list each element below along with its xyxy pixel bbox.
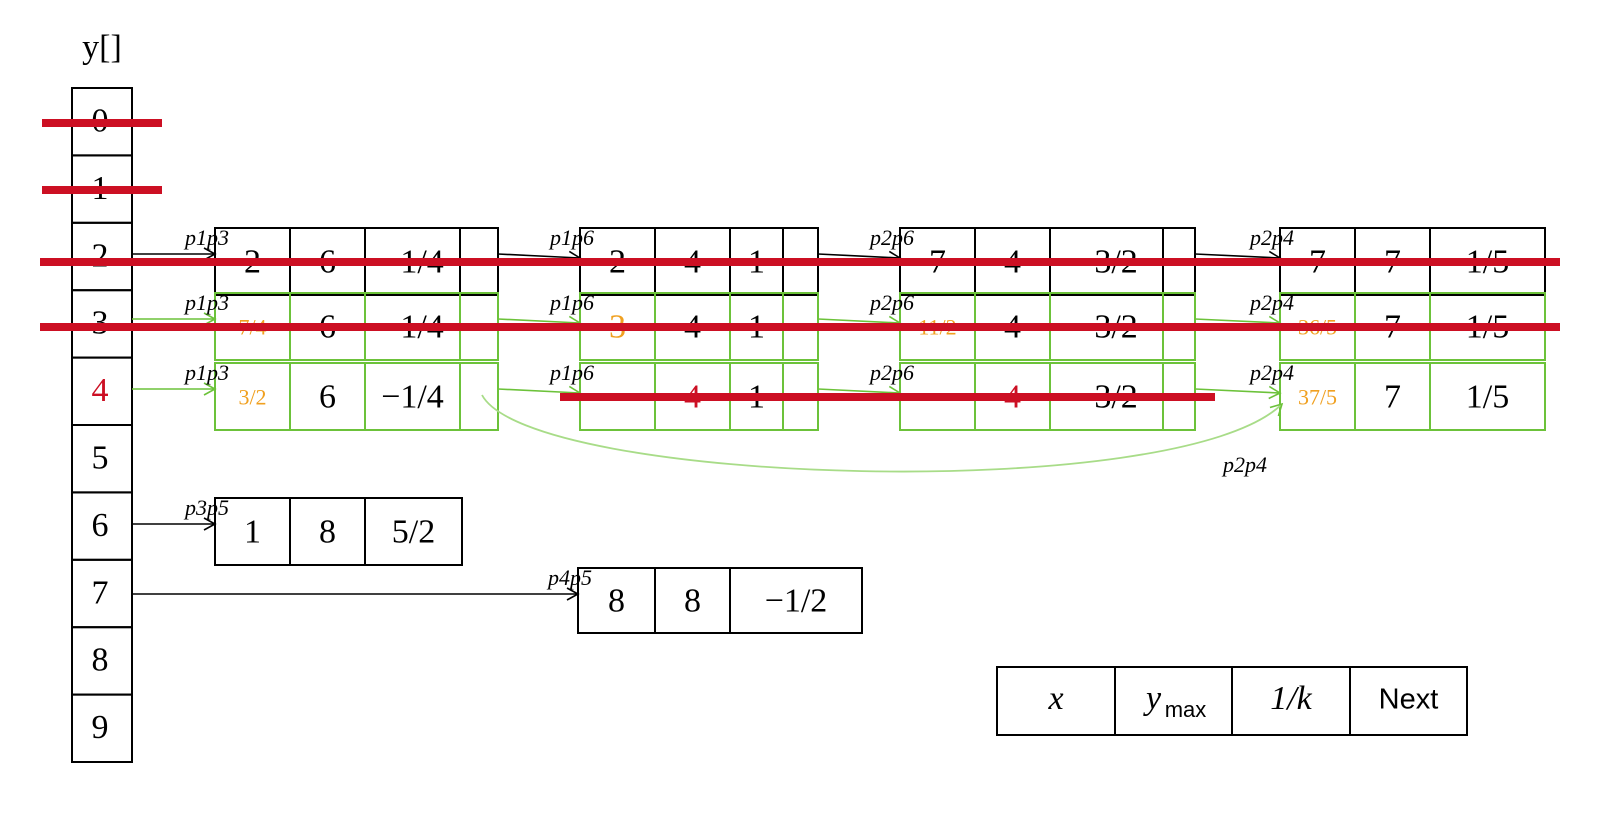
cell-value: 7 [1384, 378, 1401, 415]
edge-label: p2p6 [868, 360, 914, 385]
edge-label: p2p4 [1248, 360, 1294, 385]
pointer-arrow [817, 385, 902, 400]
pointer-arrow [817, 315, 902, 330]
cell-value: 8 [684, 582, 701, 619]
node-cell [1429, 362, 1546, 431]
edge-label: p2p4 [1248, 225, 1294, 250]
cell-value: 5/2 [392, 513, 435, 550]
edge-label: p1p3 [183, 360, 229, 385]
array-index: 5 [92, 439, 109, 476]
edge-label: p1p6 [548, 290, 594, 315]
edge-label: p3p5 [183, 495, 229, 520]
cell-value: 1 [244, 513, 261, 550]
array-cell [71, 693, 133, 763]
cell-value: 3/2 [238, 385, 266, 410]
edge-label: p1p6 [548, 225, 594, 250]
edge-label: p2p6 [868, 290, 914, 315]
pointer-arrow [1194, 315, 1282, 330]
pointer-arrow [497, 250, 582, 265]
legend-sub: max [1165, 697, 1207, 722]
array-index: 8 [92, 642, 109, 679]
edge-label: p4p5 [546, 565, 592, 590]
edge-label: p1p3 [183, 290, 229, 315]
legend-text: y [1143, 680, 1162, 717]
edge-label: p1p6 [548, 360, 594, 385]
edge-label: p2p4 [1248, 290, 1294, 315]
pointer-arrow [1194, 385, 1282, 400]
cell-value: −1/4 [381, 378, 444, 415]
cell-value: 1/5 [1466, 378, 1509, 415]
edge-label: p1p3 [183, 225, 229, 250]
node-cell [364, 497, 463, 566]
jump-arrow [481, 394, 1284, 473]
pointer-arrow [497, 385, 582, 400]
edge-label: p2p6 [868, 225, 914, 250]
array-index: 4 [92, 372, 109, 409]
array-index: 9 [92, 709, 109, 746]
cell-value: 8 [608, 582, 625, 619]
legend-cell [1349, 666, 1468, 736]
pointer-arrow [1194, 250, 1282, 265]
legend-text: Next [1379, 684, 1439, 716]
cell-value: 6 [319, 378, 336, 415]
array-index: 6 [92, 507, 109, 544]
legend-text: 1/k [1270, 680, 1312, 717]
cell-value: 8 [319, 513, 336, 550]
array-label: y[] [82, 29, 122, 66]
node-cell [459, 362, 499, 431]
cell-value: −1/2 [765, 582, 828, 619]
pointer-arrow [817, 250, 902, 265]
jump-label: p2p4 [1221, 452, 1267, 477]
array-index: 2 [92, 237, 109, 274]
node-cell [729, 567, 863, 634]
legend-text: x [1047, 680, 1063, 717]
cell-value: 37/5 [1298, 385, 1337, 410]
pointer-arrow [497, 315, 582, 330]
array-index: 7 [92, 574, 109, 611]
